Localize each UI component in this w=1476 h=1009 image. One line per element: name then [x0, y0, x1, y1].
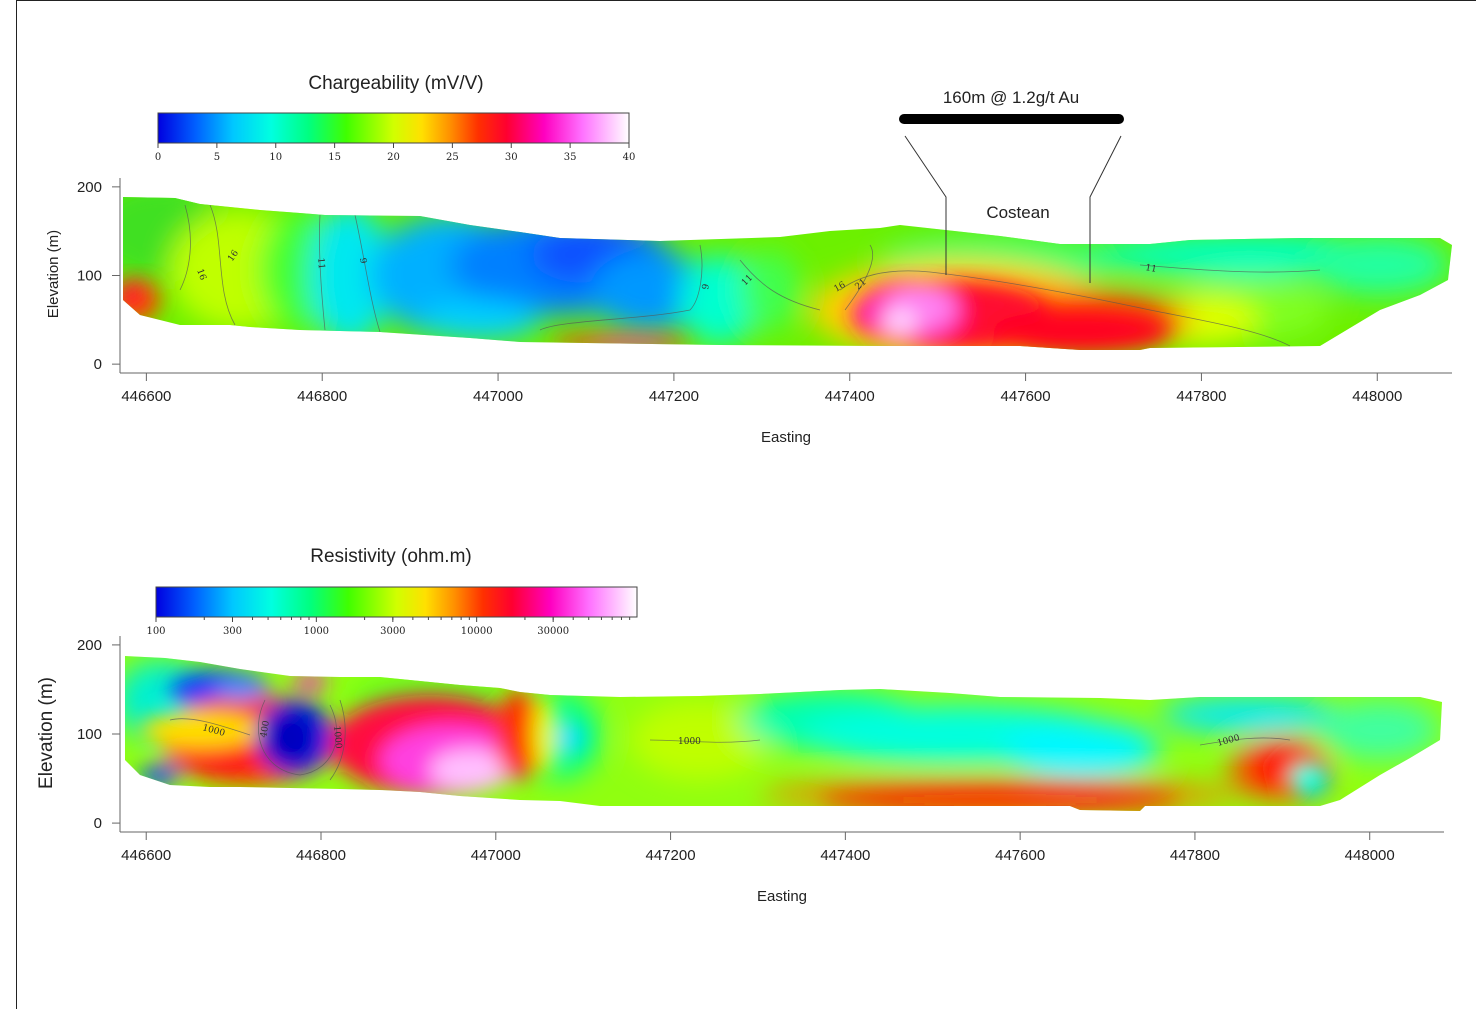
chargeability-colorbar-rect	[157, 112, 630, 144]
colorbar-tick-label: 0	[155, 152, 161, 163]
colorbar-tick-label: 10000	[461, 626, 493, 637]
resistivity-colorbar-rect	[155, 586, 638, 618]
x-tick-label: 447000	[473, 388, 523, 405]
chargeability-field: 16 16 11 9 9 11 16 21 11	[123, 197, 1452, 350]
x-tick-label: 446800	[297, 388, 347, 405]
chargeability-colorbar: 0 5 10 15 20 25 30 35 40	[155, 112, 636, 163]
colorbar-tick-label: 15	[328, 152, 341, 163]
y-tick-label: 100	[77, 726, 102, 743]
contour-label: 16	[194, 268, 207, 282]
colorbar-tick-label: 25	[446, 152, 459, 163]
resistivity-panel: Resistivity (ohm.m) 100 300 1000 3000 10000 3…	[36, 546, 1444, 905]
colorbar-tick-label: 1000	[304, 626, 329, 637]
contour-label: 9	[701, 283, 712, 291]
x-tick-label: 446800	[296, 847, 346, 864]
resistivity-colorbar-ticks: 100 300 1000 3000 10000 30000	[146, 617, 631, 637]
contour-label: 1000	[331, 725, 343, 749]
chargeability-title: Chargeability (mV/V)	[308, 73, 483, 94]
x-tick-label: 446600	[121, 388, 171, 405]
colorbar-tick-label: 10	[269, 152, 282, 163]
colorbar-tick-label: 20	[387, 152, 400, 163]
contour-label: 11	[1144, 263, 1157, 275]
contour-label: 1000	[678, 737, 701, 747]
intercept-label: 160m @ 1.2g/t Au	[943, 88, 1079, 107]
y-tick-label: 0	[94, 356, 102, 373]
colorbar-tick-label: 3000	[380, 626, 405, 637]
costean-left-line	[904, 135, 947, 275]
colorbar-tick-label: 40	[623, 152, 636, 163]
x-tick-label: 447400	[825, 388, 875, 405]
y-tick-label: 200	[77, 179, 102, 196]
contour-label: 400	[259, 720, 272, 739]
x-tick-label: 447200	[649, 388, 699, 405]
resistivity-xlabel: Easting	[757, 888, 807, 905]
chargeability-xlabel: Easting	[761, 429, 811, 446]
costean-label: Costean	[986, 203, 1049, 222]
y-tick-label: 0	[94, 815, 102, 832]
chargeability-panel: Chargeability (mV/V) 0 5 10 15 20 25 30 35 40	[45, 73, 1452, 446]
colorbar-tick-label: 30	[505, 152, 518, 163]
colorbar-tick-label: 30000	[537, 626, 569, 637]
x-tick-label: 447000	[471, 847, 521, 864]
contour-label: 11	[315, 257, 326, 269]
chargeability-axes: 446600 446800 447000 447200 447400 447600 4478…	[77, 178, 1452, 405]
resistivity-ylabel: Elevation (m)	[36, 677, 57, 789]
figure-border	[16, 0, 1476, 1009]
x-tick-label: 448000	[1352, 388, 1402, 405]
x-tick-label: 447800	[1176, 388, 1226, 405]
x-tick-label: 447200	[646, 847, 696, 864]
x-tick-label: 446600	[121, 847, 171, 864]
resistivity-title: Resistivity (ohm.m)	[310, 546, 472, 567]
colorbar-tick-label: 100	[146, 626, 165, 637]
y-tick-label: 200	[77, 637, 102, 654]
x-tick-label: 448000	[1345, 847, 1395, 864]
y-tick-label: 100	[77, 268, 102, 285]
x-tick-label: 447600	[1001, 388, 1051, 405]
costean-right-line	[1089, 135, 1122, 283]
colorbar-tick-label: 5	[214, 152, 220, 163]
x-tick-label: 447400	[820, 847, 870, 864]
x-tick-label: 447800	[1170, 847, 1220, 864]
intercept-annotation: 160m @ 1.2g/t Au Costean	[899, 88, 1124, 283]
chargeability-colorbar-ticks: 0 5 10 15 20 25 30 35 40	[155, 143, 636, 163]
chargeability-ylabel: Elevation (m)	[45, 230, 62, 318]
colorbar-tick-label: 300	[223, 626, 242, 637]
x-tick-label: 447600	[995, 847, 1045, 864]
colorbar-tick-label: 35	[564, 152, 577, 163]
resistivity-field: 1000 400 1000 1000 1000	[125, 656, 1442, 811]
contour-label: 9	[357, 257, 367, 264]
resistivity-colorbar: 100 300 1000 3000 10000 30000	[146, 586, 638, 637]
resistivity-axes: 446600 446800 447000 447200 447400 447600 4478…	[77, 636, 1444, 864]
